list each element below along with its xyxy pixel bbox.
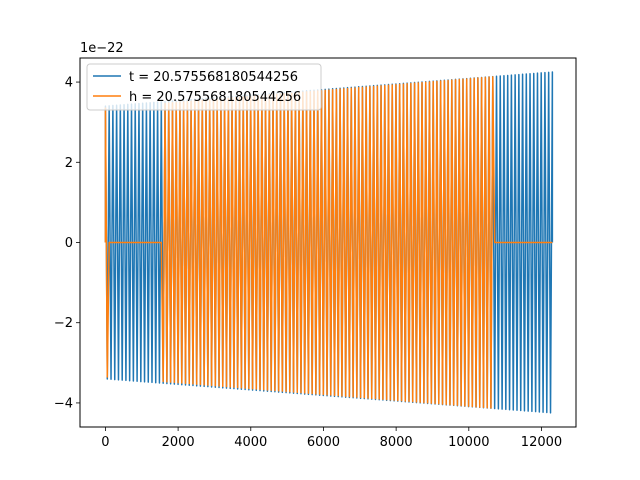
x-tick-label: 10000 <box>448 435 489 450</box>
legend-label: t = 20.575568180544256 <box>129 70 298 85</box>
x-tick-label: 0 <box>101 435 109 450</box>
x-tick-label: 8000 <box>380 435 413 450</box>
x-tick-label: 2000 <box>162 435 195 450</box>
y-tick-label: −2 <box>54 316 73 331</box>
series-layer <box>104 71 554 414</box>
y-tick-label: 4 <box>65 76 73 91</box>
x-tick-label: 4000 <box>234 435 267 450</box>
y-axis: −4 −2 0 2 4 <box>54 76 80 411</box>
y-offset-label: 1e−22 <box>80 41 124 56</box>
legend-label: h = 20.575568180544256 <box>129 90 301 105</box>
legend: t = 20.575568180544256 h = 20.57556818054… <box>86 63 322 111</box>
y-tick-label: 0 <box>65 236 73 251</box>
x-tick-label: 6000 <box>307 435 340 450</box>
x-axis: 0 2000 4000 6000 8000 10000 12000 <box>101 427 562 450</box>
series-line-h <box>104 76 553 409</box>
legend-box <box>86 63 322 111</box>
y-tick-label: −4 <box>54 396 73 411</box>
x-tick-label: 12000 <box>521 435 562 450</box>
y-tick-label: 2 <box>65 156 73 171</box>
